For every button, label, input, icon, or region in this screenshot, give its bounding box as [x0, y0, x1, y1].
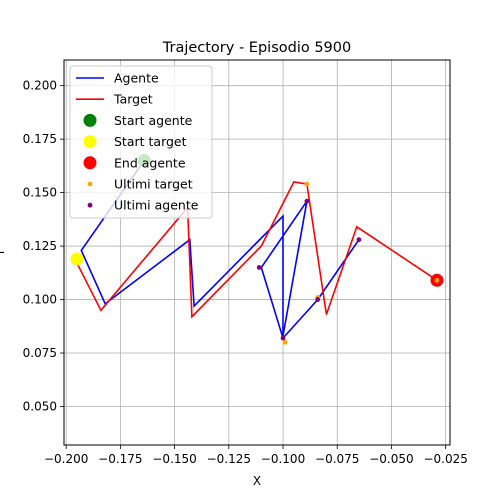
ultimi-agente-point [356, 237, 362, 243]
ultimi-agente-point [304, 198, 310, 204]
ticks: −0.200 −0.175 −0.150 −0.125 −0.100 −0.075 −0.0… [0, 79, 468, 466]
legend: Agente Target Start agente Start target End … [69, 65, 213, 219]
legend-box [69, 65, 213, 219]
x-tick-label: −0.175 [98, 452, 142, 466]
y-tick-label: 0.175 [23, 132, 57, 146]
ultimi-agente-point [315, 297, 321, 302]
ultimi-target-point [304, 181, 310, 187]
agente-legend-label: Agente [114, 71, 159, 86]
ultimi-target-point [282, 339, 288, 345]
start-target-legend-swatch [83, 135, 97, 149]
y-tick-label: 0.050 [23, 400, 57, 414]
start-agente-legend-label: Start agente [114, 113, 193, 128]
x-tick-label: −0.125 [207, 452, 251, 466]
ultimi-agente-legend-swatch [87, 202, 93, 208]
y-axis-label: Y [0, 248, 7, 257]
y-tick-label: 0.125 [23, 239, 57, 253]
start-target-legend-label: Start target [114, 134, 187, 149]
x-tick-label: −0.100 [261, 452, 305, 466]
target-legend-label: Target [113, 92, 153, 107]
ultimi-agente-point [256, 265, 262, 270]
axes-frame [63, 59, 451, 446]
x-tick-label: −0.200 [44, 452, 88, 466]
end-agente-legend-swatch [83, 156, 97, 170]
ultimi-target-point [434, 277, 440, 283]
x-tick-label: −0.025 [423, 452, 467, 466]
ultimi-target-legend-swatch [87, 181, 93, 187]
target-line [76, 181, 438, 319]
y-tick-label: 0.075 [23, 346, 57, 360]
x-tick-label: −0.050 [369, 452, 413, 466]
x-axis-label: X [253, 474, 261, 488]
ultimi-agente-point [280, 335, 286, 341]
start-target-point [70, 252, 84, 266]
x-tick-label: −0.075 [315, 452, 359, 466]
y-tick-label: 0.100 [23, 293, 57, 307]
ultimi-target-legend-label: Ultimi target [114, 177, 193, 192]
end-agente-legend-label: End agente [114, 155, 186, 170]
agente-line [80, 160, 360, 340]
ultimi-agente-legend-label: Ultimi agente [114, 198, 199, 213]
x-tick-label: −0.150 [152, 452, 196, 466]
start-agente-legend-swatch [83, 113, 97, 127]
y-tick-label: 0.200 [23, 79, 57, 93]
chart-title: Trajectory - Episodio 5900 [162, 40, 351, 56]
y-tick-label: 0.150 [23, 186, 57, 200]
